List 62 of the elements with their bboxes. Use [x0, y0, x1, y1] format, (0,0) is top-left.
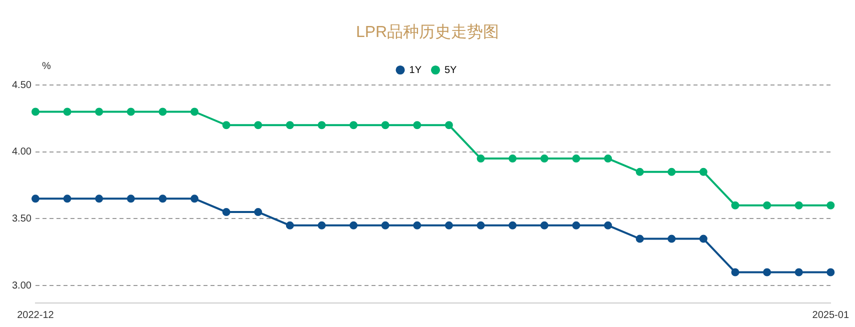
point [95, 108, 104, 116]
point [254, 121, 262, 130]
point [126, 108, 135, 116]
point [126, 194, 135, 203]
point [508, 221, 517, 230]
point [699, 168, 708, 176]
point [699, 234, 708, 243]
point [350, 221, 358, 230]
point [763, 268, 772, 276]
point [731, 201, 740, 210]
point [286, 221, 294, 230]
chart-title: LPR品种历史走势图 [354, 22, 500, 43]
point [731, 268, 740, 276]
y-tick-label: 4.50 [12, 80, 32, 91]
point [604, 221, 612, 230]
point [476, 221, 485, 230]
point [222, 208, 230, 216]
point [540, 221, 548, 230]
point [158, 108, 167, 116]
legend-label: 5Y [444, 64, 458, 76]
point [318, 121, 326, 130]
y-axis-title: % [42, 60, 51, 72]
point [636, 234, 644, 243]
point [540, 154, 548, 163]
point [158, 194, 167, 203]
point [254, 208, 262, 216]
x-tick-label: 2025-01 [812, 310, 850, 321]
point [572, 154, 580, 163]
point [604, 154, 612, 163]
point [63, 108, 72, 116]
point [668, 234, 676, 243]
point [794, 268, 803, 276]
point [413, 121, 422, 130]
point [763, 201, 772, 210]
point [381, 221, 390, 230]
point [826, 201, 835, 210]
point [444, 121, 453, 130]
point [413, 221, 422, 230]
point [222, 121, 230, 130]
legend-label: 1Y [409, 64, 422, 76]
y-tick-label: 4.00 [12, 146, 32, 158]
y-tick-label: 3.00 [12, 280, 32, 292]
point [794, 201, 803, 210]
point [508, 154, 517, 163]
point [572, 221, 580, 230]
point [31, 108, 40, 116]
point [190, 194, 198, 203]
point [444, 221, 453, 230]
point [826, 268, 835, 276]
point [476, 154, 485, 163]
point [381, 121, 390, 130]
point [95, 194, 104, 203]
point [636, 168, 644, 176]
point [668, 168, 676, 176]
point [63, 194, 72, 203]
point [350, 121, 358, 130]
point [31, 194, 40, 203]
point [318, 221, 326, 230]
y-tick-label: 3.50 [12, 213, 32, 224]
point [286, 121, 294, 130]
point [190, 108, 198, 116]
x-tick-label: 2022-12 [17, 310, 54, 321]
